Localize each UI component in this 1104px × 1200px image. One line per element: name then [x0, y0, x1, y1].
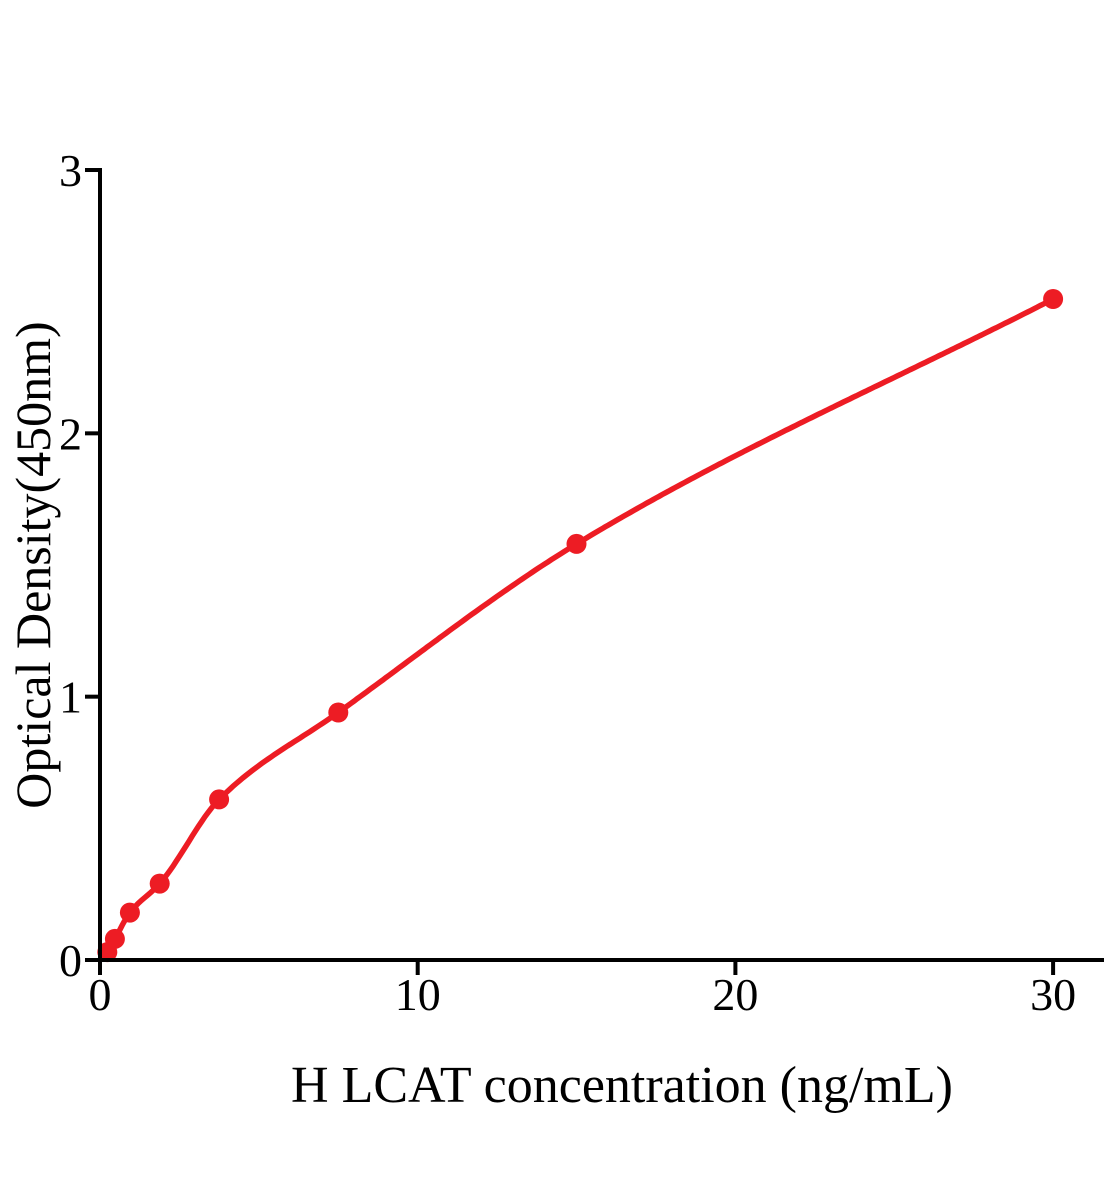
y-axis-line [98, 168, 102, 962]
x-tick-label: 10 [395, 969, 441, 1020]
data-point [104, 928, 125, 949]
data-point [119, 902, 140, 923]
x-tick [415, 962, 420, 975]
x-tick [733, 962, 738, 975]
y-tick-label: 0 [59, 935, 82, 986]
fit-curve [97, 296, 1056, 963]
data-point [1043, 289, 1064, 309]
y-tick [85, 431, 100, 436]
y-tick-label: 2 [59, 408, 82, 459]
data-point [328, 702, 349, 723]
x-axis-label: H LCAT concentration (ng/mL) [291, 1057, 953, 1114]
x-tick-label: 20 [712, 969, 758, 1020]
y-tick [85, 958, 100, 962]
data-point [209, 789, 230, 810]
y-tick [85, 168, 100, 173]
y-tick-label: 3 [59, 145, 82, 196]
data-point [566, 533, 587, 554]
data-point [149, 873, 170, 894]
y-tick-label: 1 [59, 672, 82, 723]
y-tick [85, 694, 100, 699]
y-axis-label: Optical Density(450nm) [5, 321, 61, 809]
x-axis-line [98, 958, 1104, 962]
x-tick-label: 30 [1030, 969, 1076, 1020]
x-tick [98, 962, 102, 975]
x-tick [1051, 962, 1056, 975]
x-tick-label: 0 [89, 969, 112, 1020]
